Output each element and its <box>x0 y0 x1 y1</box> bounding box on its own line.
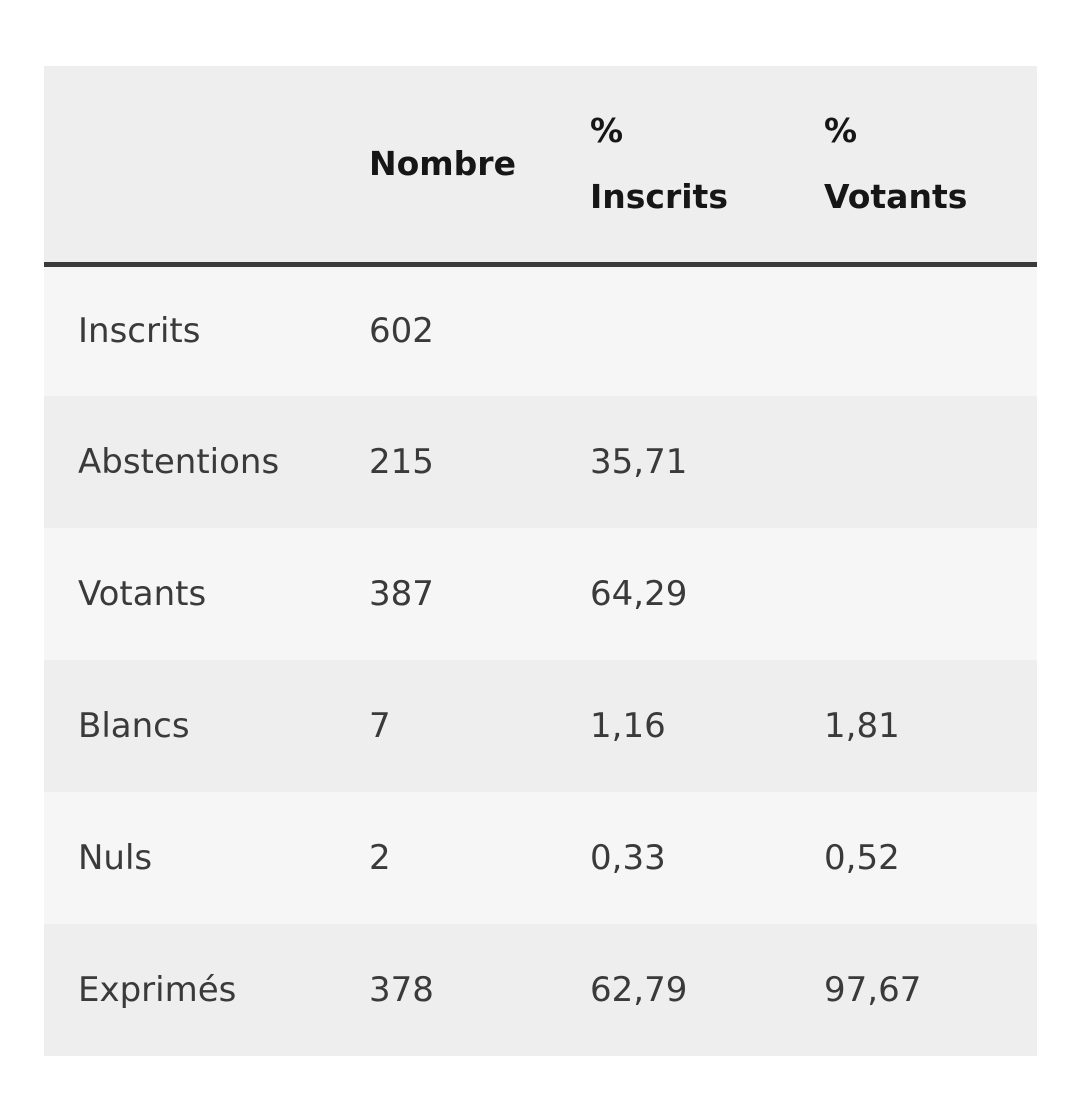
cell-pct-inscrits: 1,16 <box>590 706 666 746</box>
results-table-container: Nombre % Inscrits % Votants Inscrits 602 <box>44 66 1037 1056</box>
header-pct-votants-label: Votants <box>824 176 968 216</box>
header-pct-inscrits-label: Inscrits <box>590 176 728 216</box>
table-row: Exprimés 378 62,79 97,67 <box>44 924 1037 1056</box>
table-row: Votants 387 64,29 <box>44 528 1037 660</box>
cell-nombre: 215 <box>369 442 434 482</box>
row-label: Votants <box>78 574 207 614</box>
header-row: Nombre % Inscrits % Votants <box>44 66 1037 267</box>
cell-pct-votants <box>824 396 1037 528</box>
header-pct-votants: % Votants <box>824 66 1037 267</box>
cell-pct-votants: 97,67 <box>824 970 922 1010</box>
cell-nombre: 387 <box>369 574 434 614</box>
row-label: Abstentions <box>78 442 280 482</box>
row-label: Blancs <box>78 706 190 746</box>
cell-pct-inscrits: 64,29 <box>590 574 688 614</box>
cell-pct-inscrits <box>590 264 824 396</box>
cell-pct-inscrits: 62,79 <box>590 970 688 1010</box>
cell-pct-inscrits: 0,33 <box>590 838 666 878</box>
table-header: Nombre % Inscrits % Votants <box>44 66 1037 267</box>
table-row: Abstentions 215 35,71 <box>44 396 1037 528</box>
cell-pct-votants: 0,52 <box>824 838 900 878</box>
row-label: Inscrits <box>78 311 201 352</box>
header-pct-votants-symbol: % <box>824 110 858 150</box>
header-empty-cell <box>44 66 369 267</box>
election-results-table: Nombre % Inscrits % Votants Inscrits 602 <box>44 66 1037 1056</box>
table-row: Inscrits 602 <box>44 264 1037 396</box>
cell-pct-inscrits: 35,71 <box>590 442 688 482</box>
cell-nombre: 378 <box>369 970 434 1010</box>
cell-nombre: 2 <box>369 838 391 878</box>
table-row: Nuls 2 0,33 0,52 <box>44 792 1037 924</box>
row-label: Nuls <box>78 838 153 878</box>
row-label: Exprimés <box>78 970 237 1010</box>
cell-pct-votants: 1,81 <box>824 706 900 746</box>
header-pct-inscrits: % Inscrits <box>590 66 824 267</box>
header-nombre-label: Nombre <box>369 143 516 183</box>
cell-pct-votants <box>824 528 1037 660</box>
header-pct-inscrits-symbol: % <box>590 110 624 150</box>
table-body: Inscrits 602 Abstentions 215 35,71 Votan… <box>44 264 1037 1056</box>
cell-pct-votants <box>824 264 1037 396</box>
cell-nombre: 602 <box>369 311 434 352</box>
cell-nombre: 7 <box>369 706 391 746</box>
table-row: Blancs 7 1,16 1,81 <box>44 660 1037 792</box>
header-nombre: Nombre <box>369 66 590 267</box>
